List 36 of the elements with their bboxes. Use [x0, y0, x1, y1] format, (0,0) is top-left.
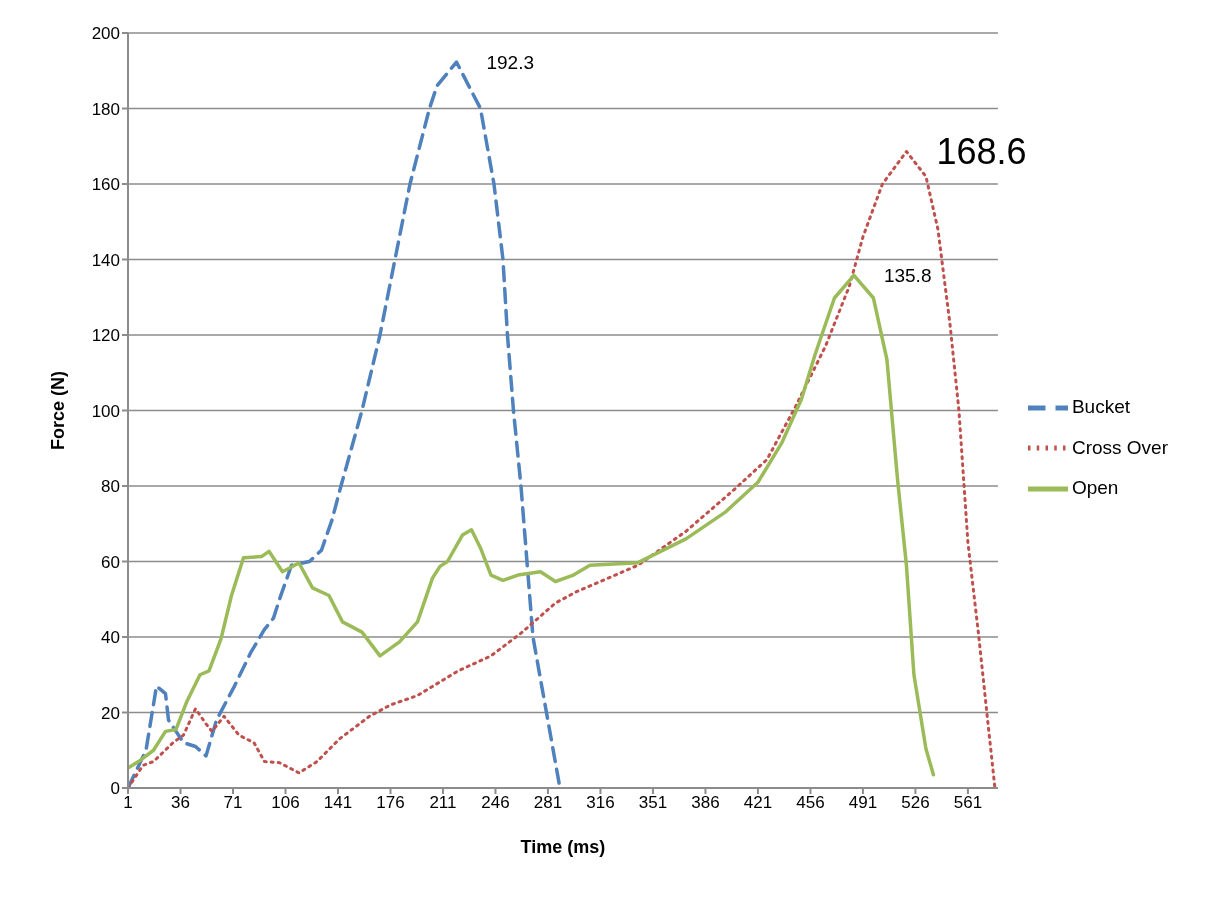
- annotation: 135.8: [883, 265, 932, 287]
- x-tick-label: 561: [953, 793, 983, 813]
- x-tick-label: 456: [796, 793, 825, 813]
- x-tick-label: 526: [901, 793, 930, 813]
- y-tick-label: 120: [91, 326, 120, 346]
- y-tick-label: 200: [91, 24, 120, 44]
- legend-label: Open: [1071, 477, 1119, 499]
- y-axis-title: Force (N): [48, 370, 69, 451]
- x-tick-label: 141: [323, 793, 353, 813]
- y-tick-label: 60: [101, 552, 120, 572]
- y-tick-label: 100: [91, 401, 120, 421]
- y-tick-label: 20: [101, 703, 120, 723]
- x-tick-label: 316: [586, 793, 615, 813]
- x-tick-label: 211: [429, 793, 457, 813]
- y-tick-label: 180: [91, 99, 120, 119]
- x-tick-label: 246: [481, 793, 510, 813]
- x-axis-title: Time (ms): [520, 837, 606, 857]
- y-tick-label: 80: [101, 477, 120, 497]
- x-tick-label: 491: [848, 793, 878, 813]
- legend-label: Bucket: [1071, 395, 1131, 417]
- y-tick-label: 160: [91, 175, 120, 195]
- annotation: 192.3: [486, 51, 535, 73]
- legend-label: Cross Over: [1071, 436, 1168, 458]
- y-tick-label: 0: [110, 779, 120, 799]
- x-tick-label: 281: [533, 793, 563, 813]
- y-tick-label: 40: [101, 628, 120, 648]
- x-tick-label: 71: [223, 793, 243, 813]
- x-tick-label: 351: [638, 793, 668, 813]
- x-tick-label: 106: [271, 793, 300, 813]
- y-tick-label: 140: [91, 250, 120, 270]
- x-tick-label: 176: [376, 793, 405, 813]
- x-tick-label: 36: [171, 793, 190, 813]
- annotation: 168.6: [936, 131, 1027, 173]
- x-tick-label: 1: [123, 793, 133, 813]
- x-tick-label: 421: [743, 793, 773, 813]
- x-tick-label: 386: [691, 793, 720, 813]
